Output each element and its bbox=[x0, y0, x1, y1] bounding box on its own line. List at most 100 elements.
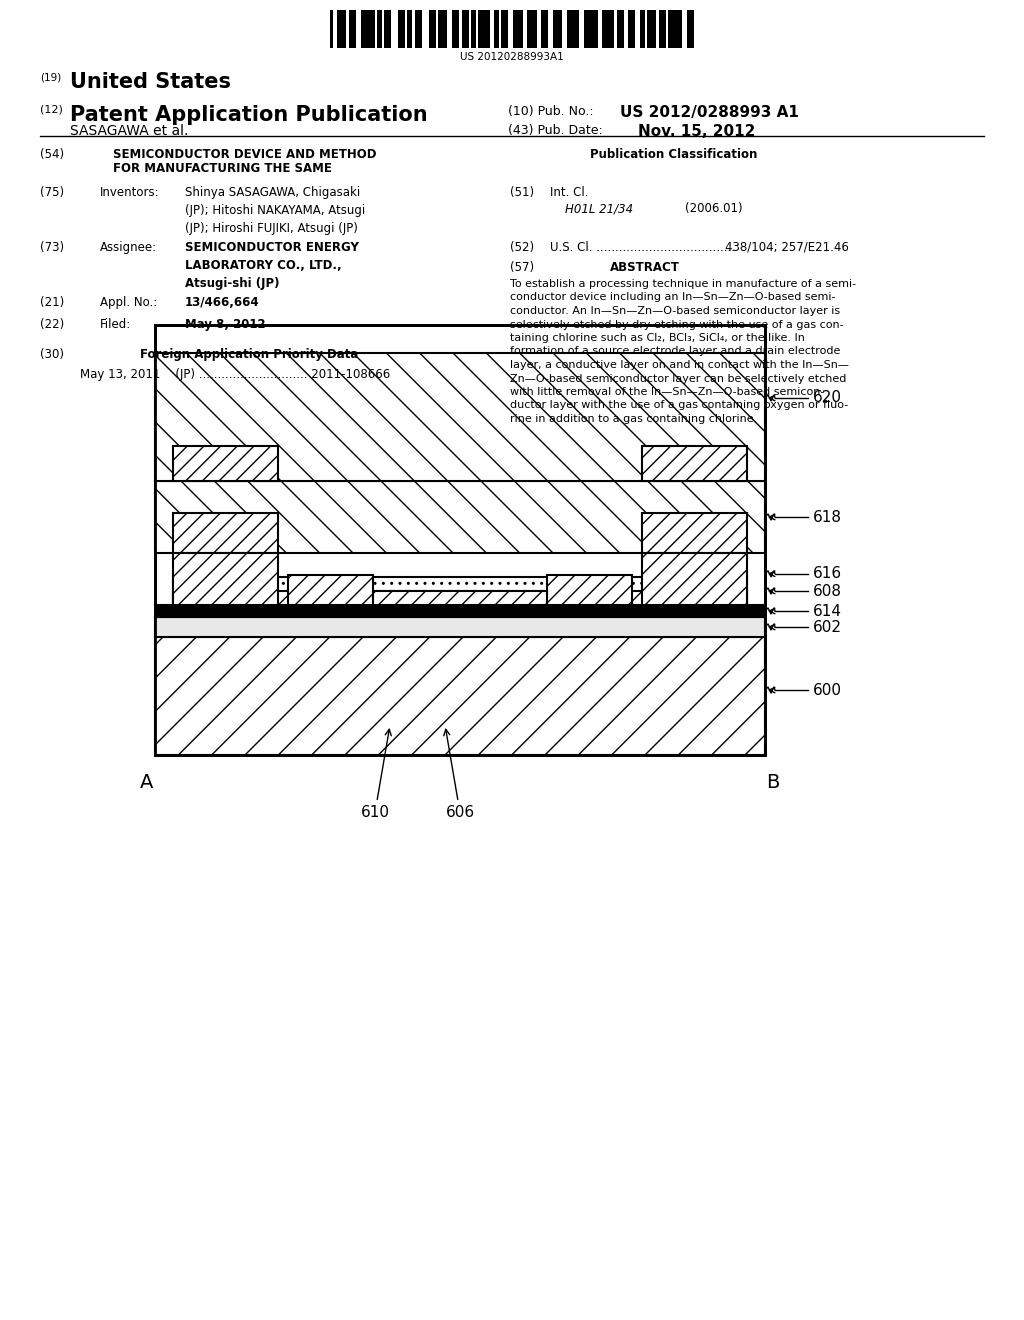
Text: (75): (75) bbox=[40, 186, 65, 199]
Text: (51): (51) bbox=[510, 186, 535, 199]
Bar bbox=[495, 11, 497, 48]
Text: FOR MANUFACTURING THE SAME: FOR MANUFACTURING THE SAME bbox=[113, 162, 332, 176]
Bar bbox=[531, 11, 537, 48]
Bar bbox=[415, 11, 419, 48]
Bar bbox=[642, 11, 645, 48]
Bar bbox=[547, 576, 632, 605]
Bar bbox=[642, 446, 746, 480]
Text: 13/466,664: 13/466,664 bbox=[185, 296, 260, 309]
Text: H01L 21/34: H01L 21/34 bbox=[565, 202, 633, 215]
Bar bbox=[386, 11, 391, 48]
Text: 608: 608 bbox=[813, 583, 842, 598]
Text: (52): (52) bbox=[510, 242, 535, 253]
Bar bbox=[502, 11, 504, 48]
Bar bbox=[438, 11, 442, 48]
Bar bbox=[408, 11, 410, 48]
Text: ductor layer with the use of a gas containing oxygen or fluo-: ductor layer with the use of a gas conta… bbox=[510, 400, 848, 411]
Bar bbox=[691, 11, 694, 48]
Text: Inventors:: Inventors: bbox=[100, 186, 160, 199]
Text: rine in addition to a gas containing chlorine.: rine in addition to a gas containing chl… bbox=[510, 414, 758, 424]
Bar bbox=[544, 11, 549, 48]
Text: (73): (73) bbox=[40, 242, 65, 253]
Bar bbox=[675, 11, 682, 48]
Text: (43) Pub. Date:: (43) Pub. Date: bbox=[508, 124, 603, 137]
Bar bbox=[558, 11, 562, 48]
Bar bbox=[571, 11, 579, 48]
Bar bbox=[288, 576, 373, 605]
Text: B: B bbox=[766, 774, 779, 792]
Text: 614: 614 bbox=[813, 603, 842, 619]
Text: Appl. No.:: Appl. No.: bbox=[100, 296, 158, 309]
Bar bbox=[173, 513, 278, 553]
Bar bbox=[155, 325, 765, 755]
Text: US 2012/0288993 A1: US 2012/0288993 A1 bbox=[620, 106, 799, 120]
Text: (2006.01): (2006.01) bbox=[685, 202, 742, 215]
Bar bbox=[504, 11, 509, 48]
Bar bbox=[384, 11, 386, 48]
Bar bbox=[478, 11, 485, 48]
Bar bbox=[398, 11, 402, 48]
Text: Foreign Application Priority Data: Foreign Application Priority Data bbox=[140, 348, 358, 360]
Bar bbox=[337, 11, 342, 48]
Text: (10) Pub. No.:: (10) Pub. No.: bbox=[508, 106, 594, 117]
Bar bbox=[497, 11, 499, 48]
Bar bbox=[651, 11, 656, 48]
Bar bbox=[429, 11, 431, 48]
Bar bbox=[155, 605, 765, 616]
Text: United States: United States bbox=[70, 73, 231, 92]
Bar bbox=[591, 11, 598, 48]
Text: Publication Classification: Publication Classification bbox=[590, 148, 758, 161]
Bar bbox=[602, 11, 607, 48]
Bar bbox=[687, 11, 694, 48]
Bar bbox=[155, 638, 765, 755]
Text: (21): (21) bbox=[40, 296, 65, 309]
Text: A: A bbox=[140, 774, 154, 792]
Text: (19): (19) bbox=[40, 73, 61, 82]
Text: Nov. 15, 2012: Nov. 15, 2012 bbox=[638, 124, 756, 139]
Bar bbox=[658, 11, 662, 48]
Text: SASAGAWA et al.: SASAGAWA et al. bbox=[70, 124, 188, 139]
Bar bbox=[349, 11, 353, 48]
Bar bbox=[360, 11, 368, 48]
Bar bbox=[462, 11, 466, 48]
Bar bbox=[342, 11, 346, 48]
Bar bbox=[513, 11, 518, 48]
Text: 620: 620 bbox=[813, 391, 842, 405]
Text: 438/104; 257/E21.46: 438/104; 257/E21.46 bbox=[725, 242, 849, 253]
Bar bbox=[607, 11, 614, 48]
Bar bbox=[629, 11, 633, 48]
Bar bbox=[640, 11, 642, 48]
Bar bbox=[633, 11, 635, 48]
Text: (30): (30) bbox=[40, 348, 63, 360]
Text: (57): (57) bbox=[510, 261, 535, 275]
Bar bbox=[330, 11, 333, 48]
Text: SEMICONDUCTOR ENERGY
LABORATORY CO., LTD.,
Atsugi-shi (JP): SEMICONDUCTOR ENERGY LABORATORY CO., LTD… bbox=[185, 242, 358, 290]
Bar bbox=[155, 480, 765, 553]
Bar bbox=[373, 591, 547, 605]
Text: (54): (54) bbox=[40, 148, 65, 161]
Text: To establish a processing technique in manufacture of a semi-: To establish a processing technique in m… bbox=[510, 279, 856, 289]
Text: ABSTRACT: ABSTRACT bbox=[610, 261, 680, 275]
Bar bbox=[402, 11, 406, 48]
Bar bbox=[453, 11, 455, 48]
Text: May 13, 2011    (JP) ............................. 2011-108666: May 13, 2011 (JP) ......................… bbox=[80, 368, 390, 381]
Bar bbox=[584, 11, 591, 48]
Text: SEMICONDUCTOR DEVICE AND METHOD: SEMICONDUCTOR DEVICE AND METHOD bbox=[113, 148, 377, 161]
Text: May 8, 2012: May 8, 2012 bbox=[185, 318, 265, 331]
Bar bbox=[642, 513, 746, 553]
Text: conductor device including an In—Sn—Zn—O-based semi-: conductor device including an In—Sn—Zn—O… bbox=[510, 293, 836, 302]
Bar bbox=[485, 11, 489, 48]
Text: layer, a conductive layer on and in contact with the In—Sn—: layer, a conductive layer on and in cont… bbox=[510, 360, 849, 370]
Bar bbox=[616, 11, 618, 48]
Text: (22): (22) bbox=[40, 318, 65, 331]
Text: 606: 606 bbox=[443, 729, 474, 820]
Bar bbox=[662, 11, 666, 48]
Bar bbox=[466, 11, 469, 48]
Text: selectively etched by dry etching with the use of a gas con-: selectively etched by dry etching with t… bbox=[510, 319, 844, 330]
Bar bbox=[330, 11, 333, 48]
Text: 618: 618 bbox=[813, 510, 842, 524]
Bar bbox=[155, 352, 765, 480]
Text: Int. Cl.: Int. Cl. bbox=[550, 186, 589, 199]
Bar bbox=[471, 11, 473, 48]
Bar bbox=[567, 11, 571, 48]
